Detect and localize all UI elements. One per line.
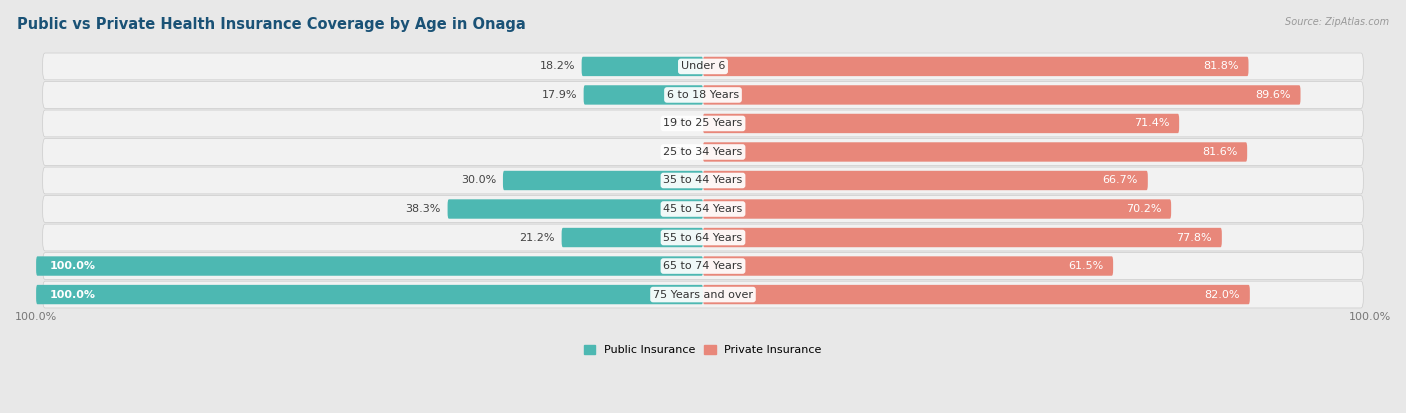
FancyBboxPatch shape (42, 281, 1364, 308)
FancyBboxPatch shape (42, 224, 1364, 251)
Text: 19 to 25 Years: 19 to 25 Years (664, 119, 742, 128)
Text: Source: ZipAtlas.com: Source: ZipAtlas.com (1285, 17, 1389, 26)
FancyBboxPatch shape (37, 256, 703, 276)
FancyBboxPatch shape (703, 142, 1247, 161)
Text: 18.2%: 18.2% (540, 62, 575, 71)
FancyBboxPatch shape (42, 167, 1364, 194)
FancyBboxPatch shape (703, 228, 1222, 247)
Text: 38.3%: 38.3% (405, 204, 441, 214)
Text: 75 Years and over: 75 Years and over (652, 290, 754, 299)
Text: 66.7%: 66.7% (1102, 176, 1137, 185)
FancyBboxPatch shape (42, 110, 1364, 137)
FancyBboxPatch shape (703, 85, 1301, 104)
Text: 100.0%: 100.0% (49, 290, 96, 299)
Text: 6 to 18 Years: 6 to 18 Years (666, 90, 740, 100)
FancyBboxPatch shape (583, 85, 703, 104)
FancyBboxPatch shape (42, 253, 1364, 280)
Text: 30.0%: 30.0% (461, 176, 496, 185)
FancyBboxPatch shape (703, 256, 1114, 276)
Text: 70.2%: 70.2% (1126, 204, 1161, 214)
Text: 17.9%: 17.9% (541, 90, 576, 100)
Text: 89.6%: 89.6% (1256, 90, 1291, 100)
FancyBboxPatch shape (582, 57, 703, 76)
Text: 61.5%: 61.5% (1069, 261, 1104, 271)
Text: 82.0%: 82.0% (1205, 290, 1240, 299)
FancyBboxPatch shape (42, 139, 1364, 165)
Text: 45 to 54 Years: 45 to 54 Years (664, 204, 742, 214)
FancyBboxPatch shape (503, 171, 703, 190)
Text: 81.6%: 81.6% (1202, 147, 1237, 157)
Text: 21.2%: 21.2% (519, 233, 555, 242)
Text: 77.8%: 77.8% (1177, 233, 1212, 242)
FancyBboxPatch shape (703, 285, 1250, 304)
Text: 25 to 34 Years: 25 to 34 Years (664, 147, 742, 157)
Text: 35 to 44 Years: 35 to 44 Years (664, 176, 742, 185)
FancyBboxPatch shape (561, 228, 703, 247)
Text: 71.4%: 71.4% (1133, 119, 1170, 128)
FancyBboxPatch shape (447, 199, 703, 219)
Text: 100.0%: 100.0% (49, 261, 96, 271)
Text: 0.0%: 0.0% (665, 119, 693, 128)
Text: 55 to 64 Years: 55 to 64 Years (664, 233, 742, 242)
FancyBboxPatch shape (42, 53, 1364, 80)
FancyBboxPatch shape (42, 196, 1364, 223)
Text: 65 to 74 Years: 65 to 74 Years (664, 261, 742, 271)
FancyBboxPatch shape (42, 81, 1364, 108)
FancyBboxPatch shape (703, 171, 1147, 190)
FancyBboxPatch shape (703, 199, 1171, 219)
Text: 81.8%: 81.8% (1204, 62, 1239, 71)
FancyBboxPatch shape (37, 285, 703, 304)
Legend: Public Insurance, Private Insurance: Public Insurance, Private Insurance (579, 341, 827, 360)
FancyBboxPatch shape (703, 114, 1180, 133)
FancyBboxPatch shape (703, 57, 1249, 76)
Text: Under 6: Under 6 (681, 62, 725, 71)
Text: Public vs Private Health Insurance Coverage by Age in Onaga: Public vs Private Health Insurance Cover… (17, 17, 526, 31)
Text: 0.0%: 0.0% (665, 147, 693, 157)
